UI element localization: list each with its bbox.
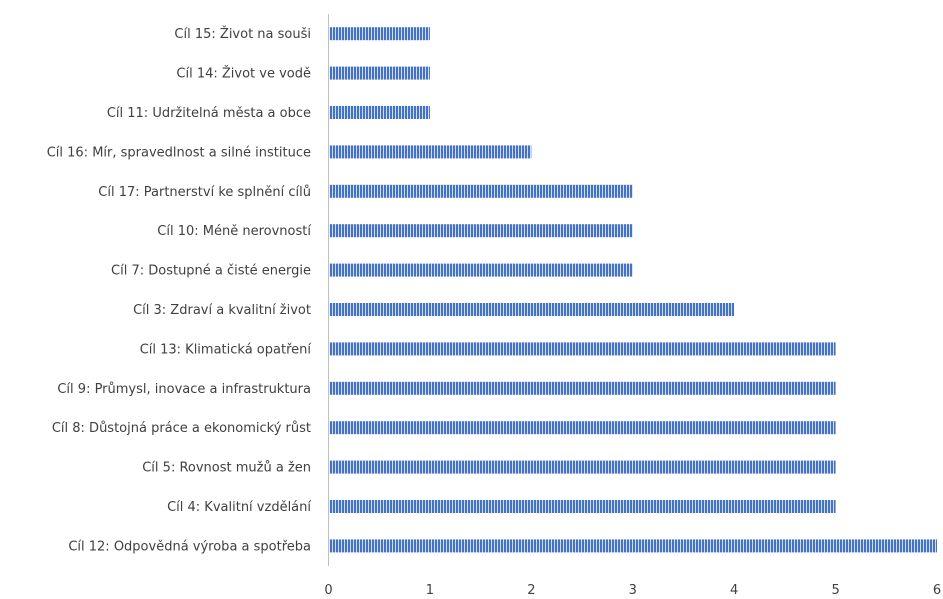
category-labels: Cíl 15: Život na souši Cíl 14: Život ve v… — [47, 26, 312, 554]
bar — [329, 421, 836, 435]
bars-layer — [329, 27, 937, 553]
category-label: Cíl 3: Zdraví a kvalitní život — [133, 303, 311, 318]
bar — [329, 539, 937, 553]
bar — [329, 27, 430, 41]
category-label: Cíl 16: Mír, spravedlnost a silné instit… — [47, 145, 311, 160]
x-tick-label: 6 — [933, 583, 941, 598]
bar — [329, 184, 633, 198]
bar — [329, 500, 836, 513]
category-label: Cíl 7: Dostupné a čisté energie — [111, 264, 311, 279]
category-label: Cíl 5: Rovnost mužů a žen — [142, 461, 311, 476]
bar — [329, 263, 633, 277]
category-label: Cíl 11: Udržitelná města a obce — [107, 106, 311, 121]
bar — [329, 66, 430, 80]
category-label: Cíl 15: Život na souši — [174, 26, 311, 42]
bar — [329, 303, 735, 316]
bar — [329, 224, 633, 238]
bar — [329, 460, 836, 474]
category-label: Cíl 8: Důstojná práce a ekonomický růst — [52, 421, 311, 436]
x-tick-labels: 0 1 2 3 4 5 6 — [324, 583, 941, 598]
x-tick-label: 3 — [629, 583, 637, 598]
category-label: Cíl 17: Partnerství ke splnění cílů — [98, 185, 311, 200]
category-label: Cíl 9: Průmysl, inovace a infrastruktura — [57, 382, 311, 397]
bar — [329, 342, 836, 356]
x-tick-label: 5 — [831, 583, 839, 598]
x-tick-label: 0 — [324, 583, 332, 598]
bar — [329, 106, 430, 119]
category-label: Cíl 10: Méně nerovností — [157, 224, 311, 239]
category-label: Cíl 14: Život ve vodě — [176, 66, 311, 82]
x-tick-label: 4 — [730, 583, 738, 598]
bar — [329, 381, 836, 395]
x-tick-label: 1 — [426, 583, 434, 598]
category-label: Cíl 12: Odpovědná výroba a spotřeba — [68, 539, 311, 554]
category-label: Cíl 4: Kvalitní vzdělání — [167, 500, 311, 515]
bar — [329, 145, 532, 159]
x-tick-label: 2 — [527, 583, 535, 598]
category-label: Cíl 13: Klimatická opatření — [140, 342, 312, 357]
